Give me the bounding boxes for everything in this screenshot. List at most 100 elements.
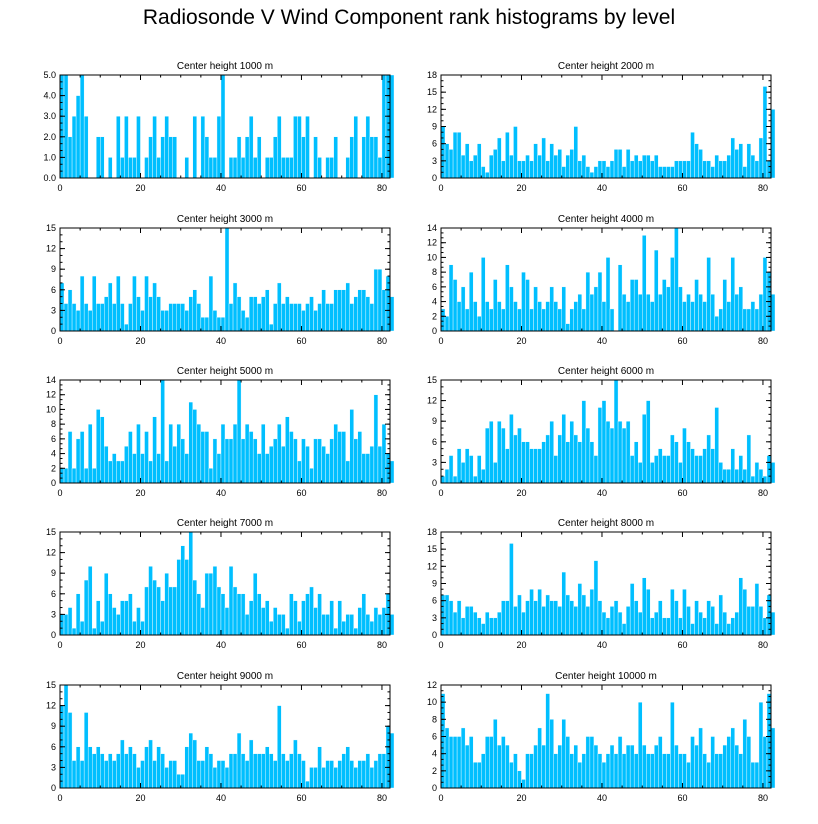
- histogram-bar: [694, 143, 699, 179]
- histogram-bar: [706, 160, 711, 179]
- histogram-bar: [497, 744, 502, 789]
- histogram-bar: [577, 160, 583, 179]
- histogram-bar: [357, 607, 363, 636]
- histogram-bar: [597, 753, 603, 789]
- histogram-bar: [629, 279, 635, 332]
- histogram-bar: [91, 753, 97, 789]
- histogram-bar: [59, 468, 65, 484]
- histogram-bar: [285, 157, 290, 179]
- histogram-bar: [734, 294, 740, 332]
- histogram-bar: [305, 115, 310, 179]
- histogram-bar: [770, 611, 776, 636]
- histogram-bar: [325, 453, 330, 484]
- histogram-bar: [698, 294, 703, 332]
- histogram-bar: [269, 323, 274, 332]
- histogram-bar: [293, 303, 298, 332]
- histogram-bar: [537, 154, 542, 179]
- histogram-bar: [440, 475, 446, 484]
- histogram-bar: [200, 115, 206, 179]
- x-tick-label: 0: [438, 183, 443, 193]
- histogram-bar: [481, 257, 486, 332]
- histogram-bar: [485, 611, 490, 636]
- histogram-bar: [710, 606, 715, 636]
- x-tick-label: 60: [677, 793, 687, 803]
- histogram-bar: [176, 423, 181, 484]
- histogram-bar: [212, 438, 218, 484]
- x-tick-label: 20: [135, 336, 145, 346]
- histogram-bar: [754, 462, 760, 484]
- histogram-bar: [617, 736, 623, 789]
- x-tick-label: 20: [135, 488, 145, 498]
- histogram-bar: [561, 414, 566, 484]
- histogram-bar: [730, 257, 735, 332]
- x-tick-label: 0: [438, 488, 443, 498]
- histogram-bar: [557, 434, 562, 484]
- histogram-bar: [750, 154, 756, 179]
- x-tick-label: 60: [677, 640, 687, 650]
- histogram-bar: [212, 767, 218, 789]
- x-tick-label: 60: [677, 488, 687, 498]
- histogram-bar: [128, 157, 133, 179]
- histogram-bar: [128, 303, 133, 332]
- histogram-bar: [184, 453, 189, 484]
- histogram-bar: [148, 739, 153, 789]
- histogram-bar: [678, 286, 683, 332]
- y-tick-label: 15: [46, 527, 56, 537]
- histogram-bar: [754, 762, 760, 789]
- histogram-bar: [353, 296, 358, 332]
- y-tick-label: 3: [51, 762, 56, 772]
- histogram-bar: [100, 136, 105, 179]
- histogram-bar: [746, 606, 752, 636]
- histogram-bar: [456, 736, 462, 789]
- histogram-bar: [277, 115, 282, 179]
- histogram-bar: [273, 607, 278, 636]
- histogram-bar: [593, 286, 599, 332]
- histogram-bar: [585, 427, 591, 484]
- histogram-bar: [160, 310, 165, 332]
- histogram-bar: [541, 606, 546, 636]
- histogram-bar: [112, 453, 117, 484]
- histogram-bar: [666, 753, 671, 789]
- histogram-bar: [444, 469, 450, 484]
- histogram-bar: [553, 455, 558, 484]
- histogram-bar: [666, 166, 671, 179]
- histogram-bar: [585, 271, 591, 332]
- plot-frame: [59, 531, 391, 636]
- histogram-bar: [545, 434, 550, 484]
- histogram-bar: [305, 593, 310, 636]
- histogram-bar: [609, 427, 615, 484]
- histogram-bar: [67, 289, 73, 332]
- histogram-bar: [148, 460, 153, 484]
- plot-frame: [59, 379, 391, 484]
- histogram-bar: [377, 614, 383, 636]
- histogram-bar: [650, 753, 655, 789]
- histogram-bar: [565, 323, 570, 332]
- histogram-bar: [585, 736, 591, 789]
- histogram-bar: [269, 157, 274, 179]
- histogram-bar: [481, 753, 486, 789]
- histogram-bar: [281, 446, 286, 484]
- y-tick-label: 15: [427, 87, 437, 97]
- histogram-bar: [573, 434, 579, 484]
- panel-title: Center height 1000 m: [177, 61, 273, 72]
- histogram-bar: [200, 607, 206, 636]
- histogram-bar: [758, 701, 764, 789]
- histogram-bar: [180, 545, 185, 636]
- histogram-bar: [754, 160, 760, 179]
- histogram-panel-7: Center height 7000 m 0 3 6 9 12 15 0 20 40 60 80: [46, 518, 395, 650]
- histogram-bar: [638, 294, 643, 332]
- histogram-bar: [281, 614, 286, 636]
- x-tick-label: 40: [216, 336, 226, 346]
- histogram-bar: [377, 753, 383, 789]
- histogram-bar: [770, 294, 776, 332]
- histogram-bar: [718, 753, 723, 789]
- histogram-bar: [589, 441, 595, 484]
- histogram-bar: [160, 753, 165, 789]
- histogram-bar: [75, 95, 81, 179]
- histogram-bar: [301, 136, 306, 179]
- histogram-bar: [633, 154, 639, 179]
- histogram-bar: [517, 308, 522, 332]
- histogram-bar: [136, 767, 141, 789]
- histogram-bar: [357, 289, 363, 332]
- histogram-bar: [325, 614, 330, 636]
